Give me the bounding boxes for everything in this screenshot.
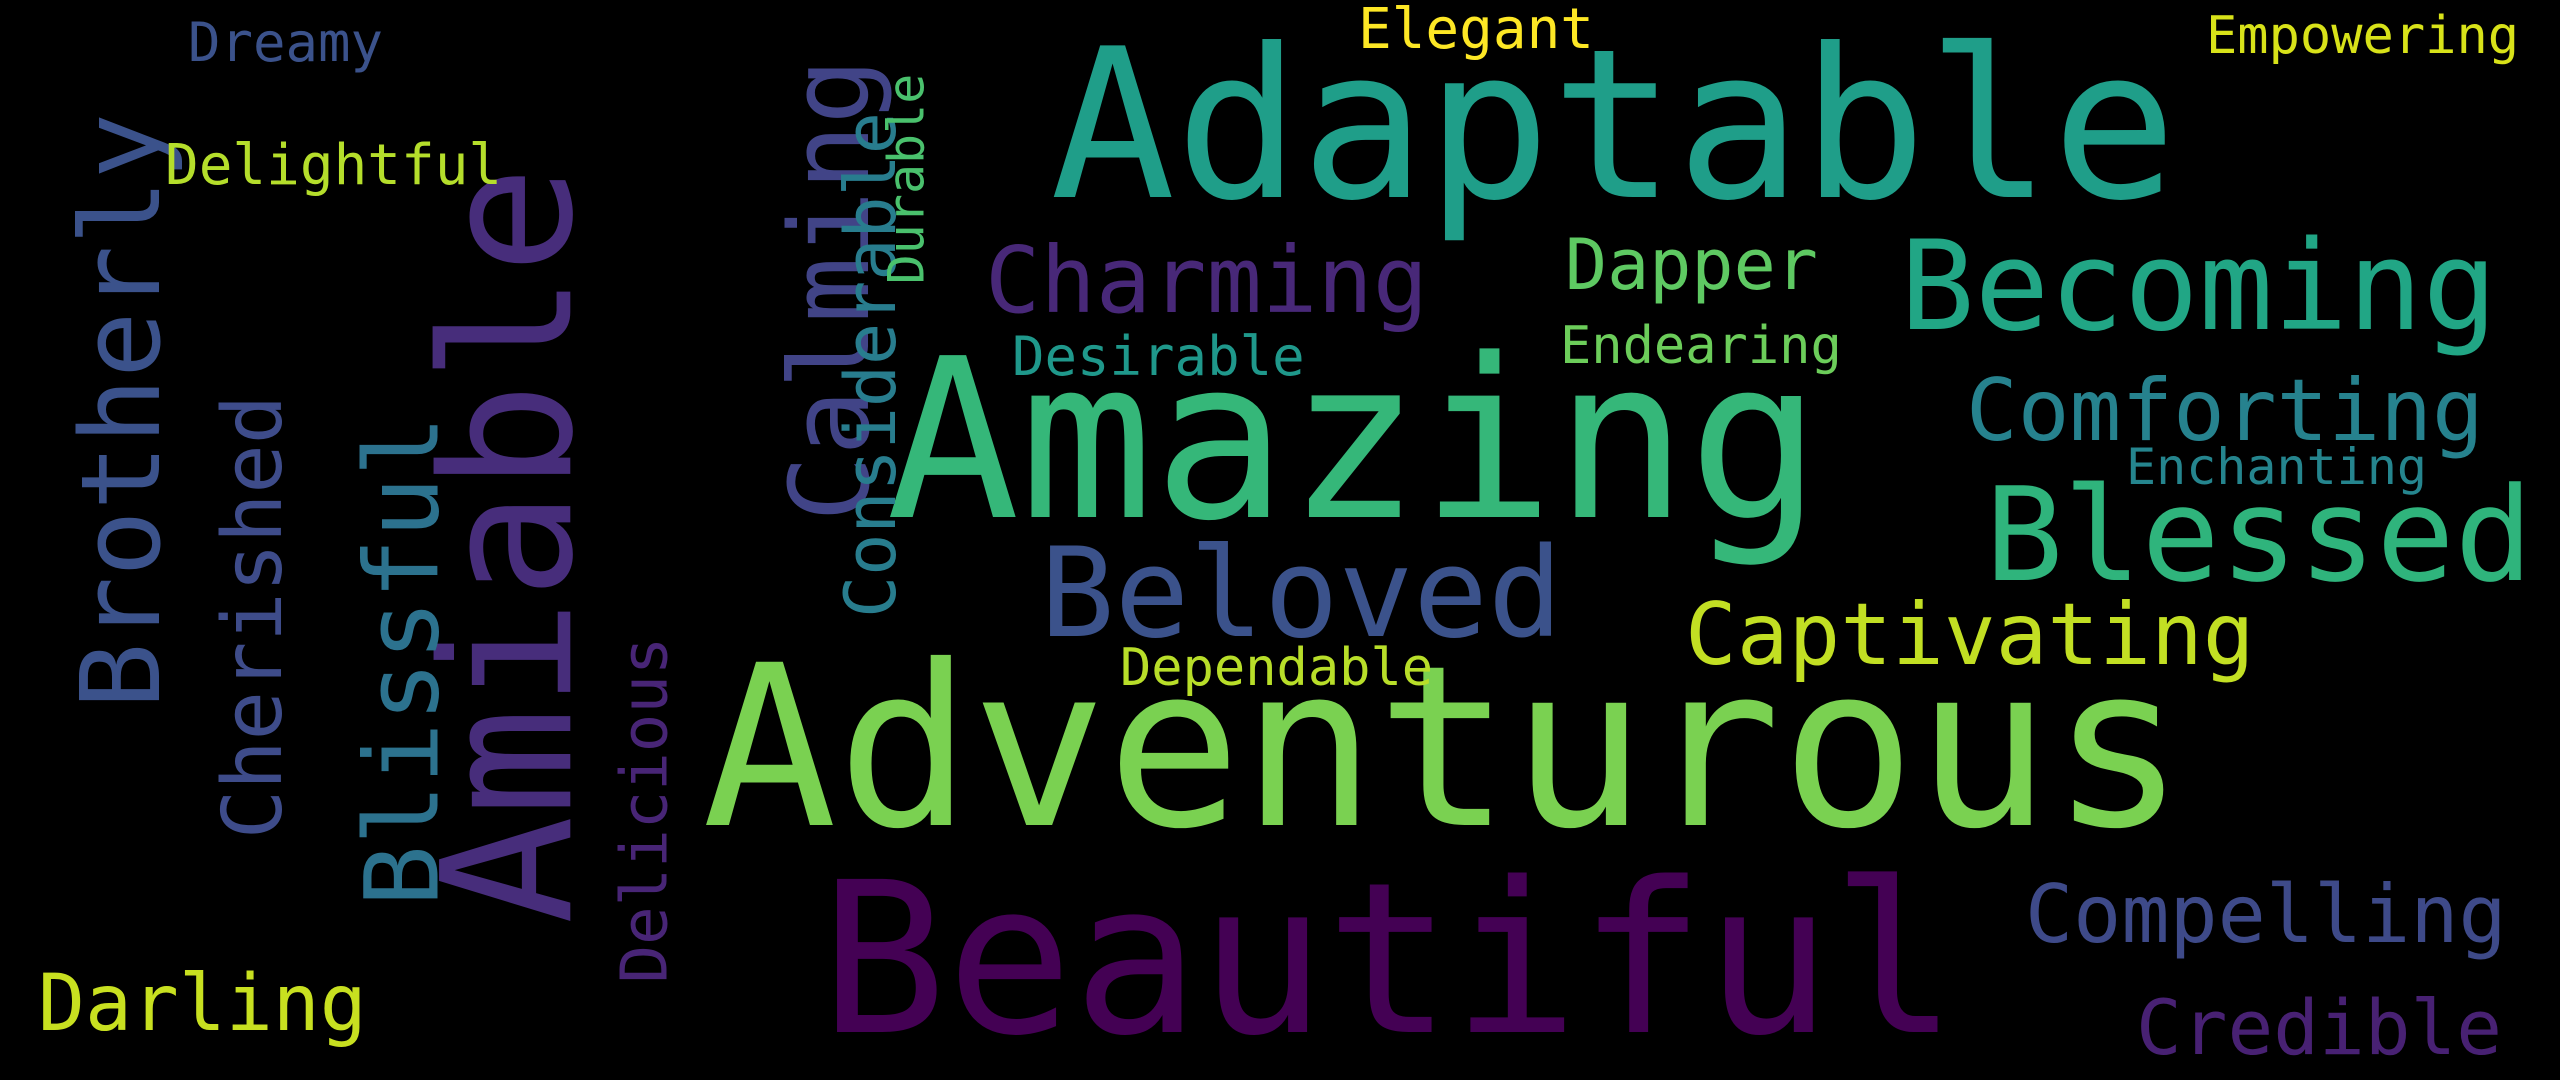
word-dependable: Dependable	[1120, 638, 1434, 698]
word-beautiful: Beautiful	[820, 837, 1958, 1080]
word-durable: Durable	[877, 73, 936, 285]
word-captivating: Captivating	[1685, 585, 2255, 685]
word-amazing: Amazing	[886, 312, 1822, 570]
word-adventurous: Adventurous	[702, 617, 2186, 878]
word-adaptable: Adaptable	[1050, 5, 2178, 247]
word-credible: Credible	[2136, 983, 2503, 1072]
word-compelling: Compelling	[2025, 868, 2507, 961]
word-becoming: Becoming	[1900, 215, 2498, 359]
word-delightful: Delightful	[165, 133, 503, 198]
word-empowering: Empowering	[2206, 6, 2520, 66]
word-delicious: Delicious	[608, 636, 683, 984]
word-dapper: Dapper	[1565, 224, 1818, 306]
word-cherished: Cherished	[206, 394, 302, 840]
word-desirable: Desirable	[1012, 325, 1305, 388]
word-dreamy: Dreamy	[188, 11, 384, 74]
word-endearing: Endearing	[1560, 316, 1842, 376]
word-charming: Charming	[985, 227, 1429, 334]
word-comforting: Comforting	[1966, 361, 2484, 461]
word-darling: Darling	[38, 959, 367, 1049]
word-beloved: Beloved	[1040, 522, 1563, 666]
word-brotherly: Brotherly	[57, 112, 186, 710]
word-blessed: Blessed	[1985, 459, 2533, 611]
word-blissful: Blissful	[343, 415, 463, 907]
word-enchanting: Enchanting	[2126, 438, 2428, 496]
word-elegant: Elegant	[1358, 0, 1595, 62]
